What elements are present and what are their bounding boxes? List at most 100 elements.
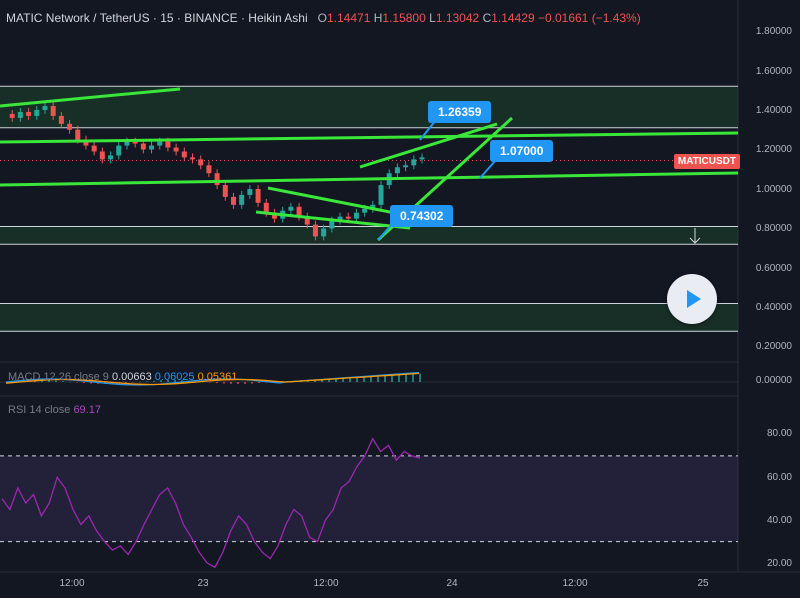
candle-body: [190, 157, 196, 160]
play-icon: [687, 290, 701, 308]
macd-tick: 0.00000: [755, 375, 792, 386]
close-value: 1.14429: [491, 11, 535, 25]
macd-histogram-bar: [230, 382, 232, 384]
candle-body: [17, 111, 23, 118]
candle-body: [165, 141, 171, 148]
candle-body: [321, 228, 327, 237]
candle-body: [271, 212, 277, 219]
candle-body: [34, 110, 40, 116]
price-tick: 1.60000: [755, 66, 792, 77]
candle-body: [304, 216, 310, 225]
macd-histogram-bar: [349, 377, 351, 382]
macd-histogram-bar: [405, 374, 407, 382]
candle-body: [288, 206, 294, 211]
change-value: −0.01661 (−1.43%): [537, 11, 641, 25]
macd-hist-value: 0.05361: [197, 371, 238, 383]
macd-histogram-bar: [412, 373, 414, 382]
trendline: [0, 87, 181, 108]
macd-histogram-bar: [125, 382, 127, 384]
macd-histogram-bar: [370, 376, 372, 382]
trendline: [359, 122, 498, 169]
candle-body: [116, 145, 122, 156]
candle-body: [312, 224, 318, 237]
macd-histogram-bar: [356, 377, 358, 382]
macd-histogram-bar: [251, 382, 253, 384]
candle-body: [140, 143, 146, 150]
macd-histogram-bar: [139, 381, 141, 383]
macd-histogram-bar: [419, 373, 421, 382]
high-value: 1.15800: [382, 11, 426, 25]
time-tick: 12:00: [562, 578, 588, 589]
macd-histogram-bar: [202, 381, 204, 383]
rsi-band: [0, 455, 738, 542]
candle-body: [9, 113, 15, 118]
candle-body: [222, 185, 228, 197]
macd-histogram-bar: [48, 380, 50, 382]
chart-header: MATIC Network / TetherUS · 15 · BINANCE …: [6, 11, 641, 25]
candle-body: [411, 159, 417, 166]
macd-signal-value: 0.06025: [154, 371, 195, 383]
macd-histogram-bar: [55, 380, 57, 382]
play-button[interactable]: [667, 274, 717, 324]
price-tick: 0.40000: [755, 302, 792, 313]
macd-histogram-bar: [335, 378, 337, 382]
candle-body: [214, 173, 220, 186]
price-tick: 1.20000: [755, 144, 792, 155]
candle-body: [58, 115, 64, 124]
rsi-legend: RSI 14 close 69.17: [8, 404, 101, 416]
price-tick: 1.00000: [755, 184, 792, 195]
rsi-line: [1, 437, 421, 569]
candle-body: [42, 106, 48, 110]
rsi-value: 69.17: [73, 404, 101, 416]
time-tick: 23: [197, 578, 209, 589]
callout-pointer: [479, 159, 497, 179]
zone-rect: [0, 86, 738, 128]
candle-body: [370, 204, 376, 209]
symbol-title: MATIC Network / TetherUS · 15 · BINANCE …: [6, 11, 308, 25]
down-arrow-icon: [689, 228, 701, 244]
macd-histogram-bar: [384, 375, 386, 382]
low-key: L: [429, 11, 436, 25]
candle-body: [403, 165, 409, 168]
macd-histogram-bar: [237, 382, 239, 384]
macd-signal-line: [5, 372, 420, 386]
zone-rect: [0, 303, 738, 332]
candle-body: [263, 202, 269, 213]
time-tick: 24: [446, 578, 458, 589]
macd-histogram-bar: [41, 380, 43, 382]
candle-body: [296, 206, 302, 217]
rsi-name: RSI 14 close: [8, 404, 71, 416]
candle-body: [419, 157, 425, 160]
macd-histogram-bar: [83, 382, 85, 384]
candle-body: [353, 212, 359, 219]
macd-value: 0.00663: [111, 371, 152, 383]
candle-body: [75, 129, 81, 140]
candle-body: [337, 216, 343, 221]
trendline: [0, 171, 739, 187]
macd-histogram-bar: [69, 381, 71, 383]
time-tick: 12:00: [313, 578, 339, 589]
callout-2[interactable]: 1.07000: [490, 140, 554, 162]
macd-histogram-bar: [62, 381, 64, 382]
macd-histogram-bar: [328, 378, 330, 382]
callout-1[interactable]: 1.26359: [428, 101, 492, 123]
candle-body: [173, 147, 179, 152]
macd-histogram-bar: [76, 382, 78, 383]
candle-body: [67, 123, 73, 130]
price-tick: 1.40000: [755, 105, 792, 116]
candle-body: [132, 141, 138, 144]
macd-name: MACD 12 26 close 9: [8, 371, 109, 383]
candle-body: [247, 189, 253, 195]
candle-body: [181, 151, 187, 158]
rsi-tick: 80.00: [766, 428, 792, 439]
close-key: C: [482, 11, 492, 25]
candle-body: [26, 111, 32, 116]
callout-3[interactable]: 0.74302: [390, 205, 454, 227]
trendline: [0, 131, 739, 144]
rsi-tick: 40.00: [766, 515, 792, 526]
trendline: [255, 210, 411, 230]
macd-histogram-bar: [398, 374, 400, 382]
macd-histogram-bar: [216, 382, 218, 384]
candle-body: [149, 145, 155, 150]
